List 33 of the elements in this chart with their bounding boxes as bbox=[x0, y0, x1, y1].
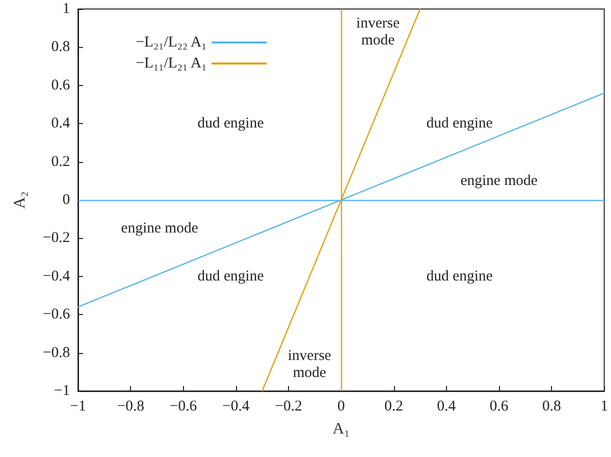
annotation: dud engine bbox=[197, 116, 264, 132]
annotation: engine mode bbox=[121, 220, 198, 237]
annotation: engine mode bbox=[460, 172, 538, 189]
y-tick-label: 0.2 bbox=[51, 154, 70, 170]
x-tick-label: 0 bbox=[337, 398, 345, 414]
y-tick-label: −0.6 bbox=[42, 306, 70, 323]
annotation: dud engine bbox=[426, 268, 493, 284]
legend-label: −L₂₁/L₂₂ A₁ bbox=[136, 34, 207, 50]
y-tick-label: −0.4 bbox=[42, 268, 70, 284]
annotation: dud engine bbox=[426, 116, 493, 132]
y-tick-label: 0.4 bbox=[51, 116, 70, 132]
y-tick-label: 1 bbox=[62, 1, 70, 17]
annotation: inverse mode bbox=[288, 348, 332, 381]
y-tick-label: −1 bbox=[54, 383, 70, 399]
y-tick-label: 0 bbox=[62, 192, 70, 208]
x-tick-label: −0.2 bbox=[274, 398, 302, 414]
annotation: inverse mode bbox=[356, 15, 400, 48]
annotation: dud engine bbox=[197, 268, 264, 284]
y-tick-label: −0.2 bbox=[42, 230, 70, 246]
x-axis-title: A₁ bbox=[332, 420, 350, 438]
x-tick-label: 0.6 bbox=[490, 398, 509, 414]
x-tick-label: 0.4 bbox=[437, 398, 456, 414]
y-tick-label: 0.6 bbox=[51, 77, 70, 94]
y-tick-label: −0.8 bbox=[42, 344, 70, 361]
x-tick-label: −0.4 bbox=[222, 398, 250, 414]
x-tick-label: −0.6 bbox=[170, 398, 198, 414]
x-tick-label: 0.2 bbox=[384, 398, 404, 414]
y-axis-title: A₂ bbox=[12, 191, 28, 209]
y-tick-label: 0.8 bbox=[51, 39, 70, 56]
x-tick-label: 0.8 bbox=[542, 398, 561, 414]
x-tick-label: 1 bbox=[600, 398, 608, 414]
x-tick-label: −0.8 bbox=[117, 398, 144, 414]
legend-label: −L₁₁/L₂₁ A₁ bbox=[136, 56, 207, 72]
